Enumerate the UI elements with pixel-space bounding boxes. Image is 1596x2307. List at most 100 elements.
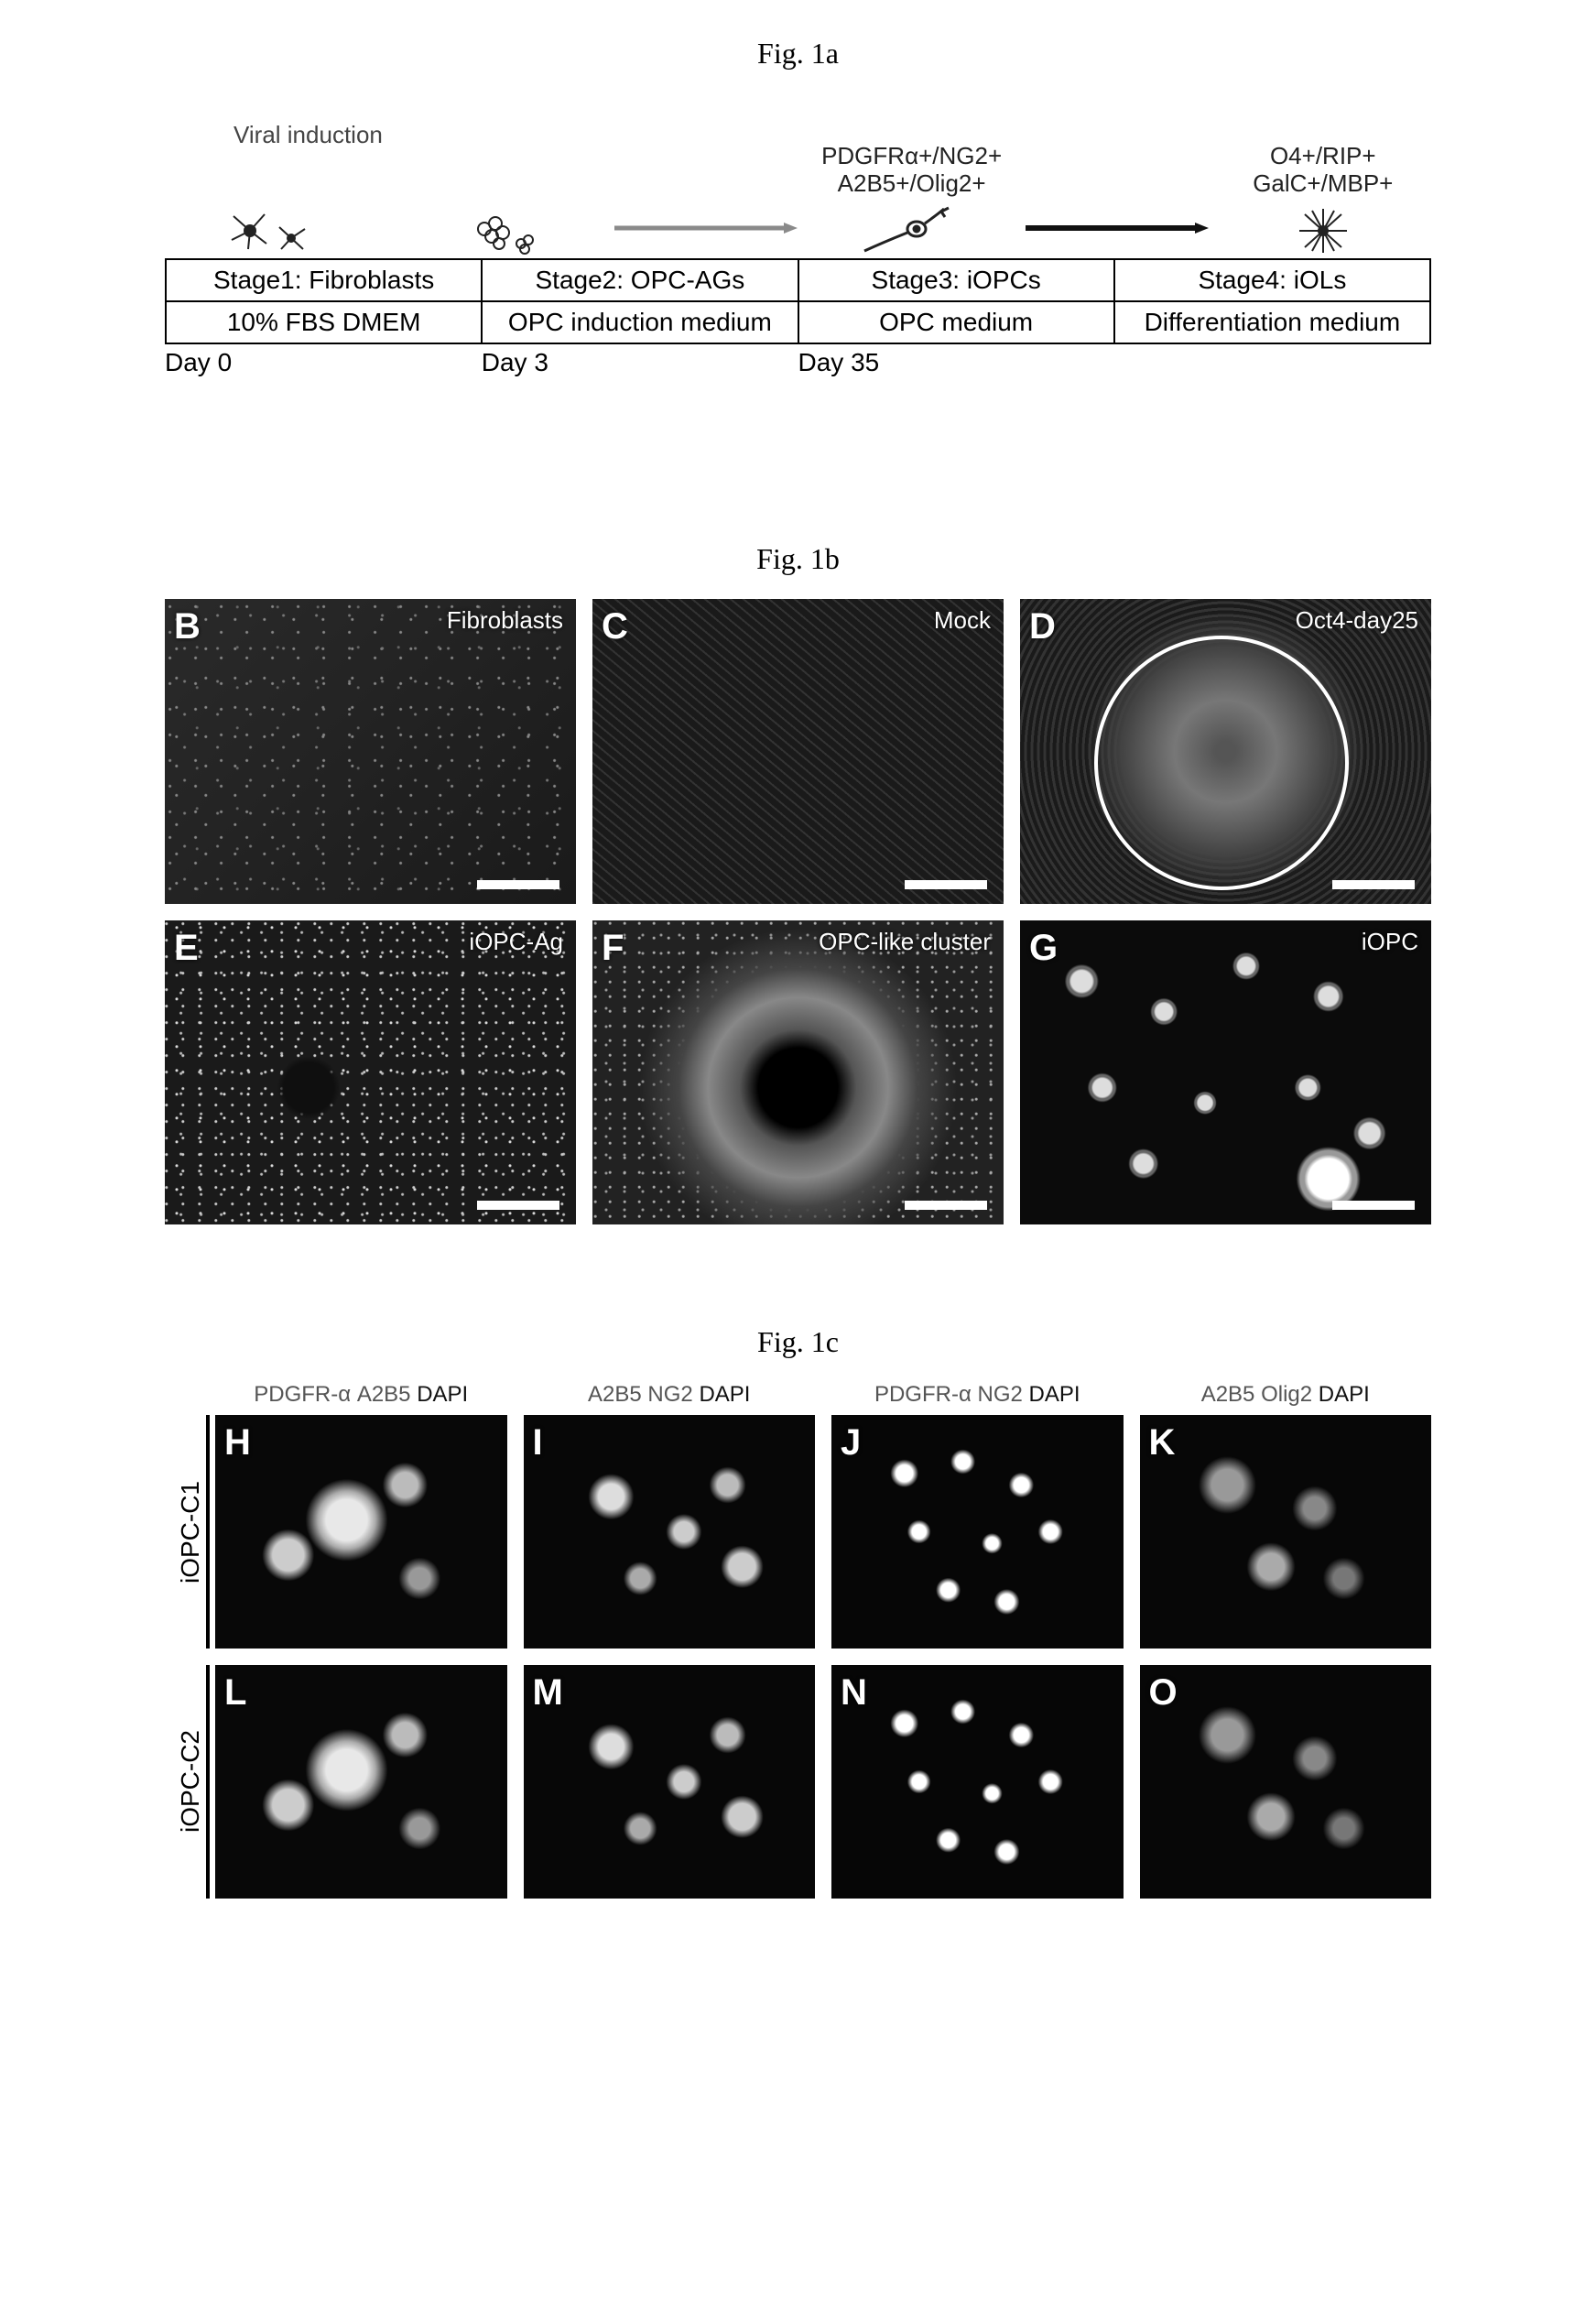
panel-letter: E [174, 928, 199, 969]
medium-cell: 10% FBS DMEM [166, 301, 482, 343]
marker-label: NG2 [978, 1382, 1023, 1407]
day-spacer [1114, 348, 1431, 377]
marker-label: NG2 [647, 1382, 692, 1407]
dapi-label: DAPI [417, 1382, 468, 1407]
panel-letter: O [1149, 1672, 1178, 1714]
scalebar-icon [477, 1201, 559, 1210]
fluorescence-panel: L [215, 1665, 507, 1899]
table-row: Stage1: Fibroblasts Stage2: OPC-AGs Stag… [166, 259, 1430, 301]
arrow3-cell [1020, 93, 1215, 258]
micrograph-panel: EiOPC-Ag [165, 920, 576, 1225]
scalebar-icon [1332, 880, 1415, 889]
table-row: 10% FBS DMEM OPC induction medium OPC me… [166, 301, 1430, 343]
micrograph-panel: DOct4-day25 [1020, 599, 1431, 904]
stage4-marker-line1: O4+/RIP+ [1270, 142, 1376, 169]
micrograph-panel: F OPC-like cluster [592, 920, 1004, 1225]
dapi-label: DAPI [699, 1382, 750, 1407]
arrow1-cell [381, 93, 392, 258]
stage3-marker-line2: A2B5+/Olig2+ [838, 169, 986, 197]
panel-letter: K [1149, 1422, 1176, 1464]
stage3-marker-line1: PDGFRα+/NG2+ [821, 142, 1002, 169]
panel-letter: J [841, 1422, 861, 1464]
fig1a-title: Fig. 1a [165, 37, 1431, 71]
panel-letter: H [224, 1422, 251, 1464]
fig1b-title: Fig. 1b [165, 542, 1431, 576]
column-header: PDGFR-α NG2 DAPI [831, 1382, 1124, 1408]
stage2-icon-cell: Viral induction [392, 93, 608, 258]
fig1c-panel-grid: LM N O [215, 1665, 1431, 1899]
panel-tag: iOPC-Ag [469, 928, 563, 956]
day-label: Day 0 [165, 348, 482, 377]
row-label-text: iOPC-C1 [176, 1481, 205, 1583]
stage-cell: Stage3: iOPCs [798, 259, 1114, 301]
scalebar-icon [477, 880, 559, 889]
column-header: A2B5 Olig2 DAPI [1140, 1382, 1432, 1408]
fig1c-row: iOPC-C1 H I J K [165, 1415, 1431, 1649]
panel-tag: OPC-like cluster [819, 928, 991, 956]
fluorescence-panel: N [831, 1665, 1124, 1899]
scalebar-icon [905, 880, 987, 889]
figure-1b: Fig. 1b B Fibroblasts C Mock DOct4-day25 EiOP… [165, 542, 1431, 1224]
fig1c-title: Fig. 1c [165, 1325, 1431, 1359]
highlight-circle-icon [1094, 636, 1349, 890]
oligodendrocyte-icon [1287, 203, 1360, 258]
fig1b-panel-grid: B Fibroblasts C Mock DOct4-day25 EiOPC-Ag F OPC… [165, 599, 1431, 1224]
fig1c-rows: iOPC-C1 H I J KiOPC-C2 LM N O [165, 1415, 1431, 1899]
aggregate-icon [459, 203, 541, 258]
row-label: iOPC-C1 [165, 1415, 215, 1649]
marker-label: A2B5 [1201, 1382, 1255, 1407]
marker-label: Olig2 [1261, 1382, 1312, 1407]
panel-tag: Fibroblasts [447, 606, 563, 635]
fluorescence-panel: K [1140, 1415, 1432, 1649]
marker-label: A2B5 [588, 1382, 642, 1407]
stage-cell: Stage2: OPC-AGs [482, 259, 798, 301]
column-header: A2B5 NG2 DAPI [524, 1382, 816, 1408]
arrow-icon [614, 222, 798, 233]
panel-letter: F [602, 928, 624, 969]
micrograph-panel: C Mock [592, 599, 1004, 904]
dapi-label: DAPI [1319, 1382, 1370, 1407]
marker-label: PDGFR-α [874, 1382, 972, 1407]
medium-cell: Differentiation medium [1114, 301, 1430, 343]
fig1a-schematic: Viral induction PDGFRα+/NG2+ [165, 93, 1431, 258]
viral-induction-label: Viral induction [200, 121, 416, 149]
stage4-marker-line2: GalC+/MBP+ [1253, 169, 1393, 197]
stage3-markers: PDGFRα+/NG2+ A2B5+/Olig2+ [821, 143, 1002, 198]
micrograph-panel: GiOPC [1020, 920, 1431, 1225]
panel-tag: Mock [934, 606, 991, 635]
micrograph-panel: B Fibroblasts [165, 599, 576, 904]
day-label: Day 35 [798, 348, 1115, 377]
figure-1c: Fig. 1c PDGFR-α A2B5 DAPIA2B5 NG2 DAPIPD… [165, 1325, 1431, 1899]
stage4-icon-cell: O4+/RIP+ GalC+/MBP+ [1215, 93, 1431, 258]
scalebar-icon [1332, 1201, 1415, 1210]
fibroblast-icon [223, 203, 323, 258]
fluorescence-panel: H [215, 1415, 507, 1649]
dapi-label: DAPI [1029, 1382, 1080, 1407]
medium-cell: OPC induction medium [482, 301, 798, 343]
row-label-text: iOPC-C2 [176, 1730, 205, 1833]
row-bar-icon [206, 1415, 210, 1649]
bipolar-cell-icon [857, 203, 967, 258]
column-header: PDGFR-α A2B5 DAPI [215, 1382, 507, 1408]
panel-letter: M [533, 1672, 563, 1714]
row-bar-icon [206, 1665, 210, 1899]
scalebar-icon [905, 1201, 987, 1210]
fluorescence-panel: O [1140, 1665, 1432, 1899]
arrow-icon [1026, 222, 1209, 233]
stage3-icon-cell: PDGFRα+/NG2+ A2B5+/Olig2+ [803, 93, 1019, 258]
marker-label: PDGFR-α [254, 1382, 351, 1407]
panel-letter: N [841, 1672, 867, 1714]
fig1c-row: iOPC-C2 LM N O [165, 1665, 1431, 1899]
panel-letter: C [602, 606, 628, 647]
stage-cell: Stage1: Fibroblasts [166, 259, 482, 301]
fluorescence-panel: M [524, 1665, 816, 1899]
panel-letter: B [174, 606, 201, 647]
fluorescence-panel: J [831, 1415, 1124, 1649]
panel-tag: Oct4-day25 [1296, 606, 1418, 635]
stage-cell: Stage4: iOLs [1114, 259, 1430, 301]
panel-letter: I [533, 1422, 543, 1464]
stage-table: Stage1: Fibroblasts Stage2: OPC-AGs Stag… [165, 258, 1431, 344]
row-label: iOPC-C2 [165, 1665, 215, 1899]
arrow2-cell [609, 93, 804, 258]
stage4-markers: O4+/RIP+ GalC+/MBP+ [1253, 143, 1393, 198]
